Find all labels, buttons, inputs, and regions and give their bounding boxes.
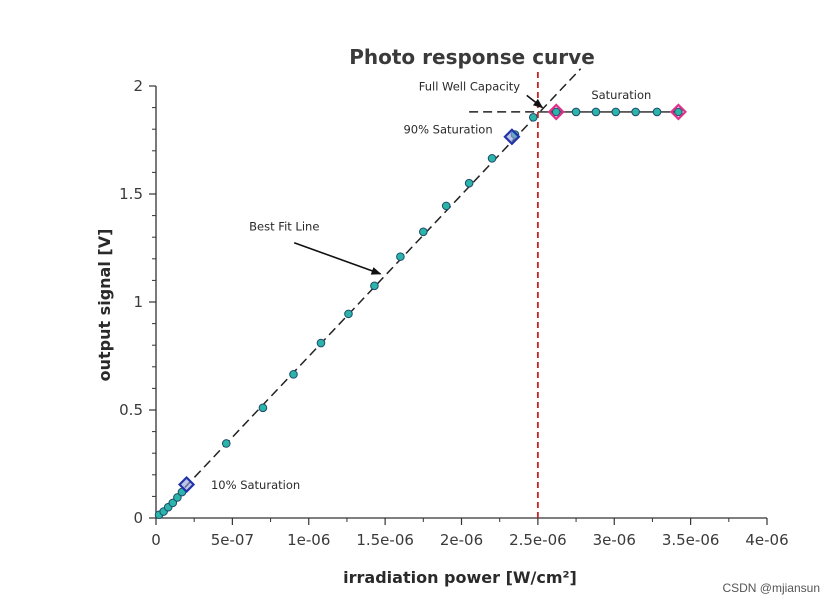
axes: 0 5e-07 1e-06 1.5e-06 2e-06 2.5e-06 3e-06 3.5e-… — [119, 77, 789, 549]
annotation-label: Best Fit Line — [249, 220, 319, 234]
data-point — [591, 107, 601, 117]
x-tick-label: 2e-06 — [440, 531, 483, 549]
data-point — [289, 370, 298, 379]
data-point — [611, 107, 621, 117]
x-tick-label: 4e-06 — [745, 531, 788, 549]
x-axis-label: irradiation power [W/cm²] — [343, 568, 577, 587]
data-point — [396, 252, 405, 261]
y-tick-label: 1 — [133, 293, 143, 311]
annotation-arrow — [526, 94, 544, 109]
x-tick-label: 5e-07 — [211, 531, 254, 549]
data-point — [551, 107, 561, 117]
x-tick-label: 0 — [151, 531, 161, 549]
data-point — [316, 338, 326, 348]
annotation-label: 10% Saturation — [211, 478, 300, 492]
data-point — [173, 493, 182, 502]
data-point — [571, 107, 581, 117]
diamond-marker — [177, 475, 196, 494]
data-points — [154, 107, 683, 520]
x-tick-label: 3.5e-06 — [662, 531, 720, 549]
annotations: Full Well Capacity Saturation 90% Saturati… — [211, 79, 651, 492]
special-markers — [177, 103, 687, 494]
data-point — [258, 403, 268, 413]
data-point — [168, 498, 178, 508]
data-point — [528, 113, 538, 122]
annotation-label: Full Well Capacity — [419, 79, 521, 93]
data-point — [441, 201, 451, 211]
data-point — [464, 178, 474, 188]
data-point — [631, 107, 640, 117]
data-point — [419, 227, 428, 237]
data-point — [221, 439, 231, 448]
diamond-marker — [547, 103, 565, 121]
annotation-label: 90% Saturation — [403, 123, 492, 137]
x-tick-label: 1e-06 — [287, 531, 330, 549]
watermark: CSDN @mjiansun — [722, 581, 820, 595]
y-tick-label: 1.5 — [119, 185, 143, 203]
x-tick-label: 2.5e-06 — [509, 531, 567, 549]
annotation-arrow — [293, 241, 382, 275]
data-point — [370, 281, 379, 291]
y-tick-label: 2 — [133, 77, 143, 95]
x-tick-label: 3e-06 — [593, 531, 636, 549]
data-point — [344, 309, 353, 319]
y-axis-label: output signal [V] — [95, 229, 114, 382]
diamond-marker — [669, 103, 687, 121]
data-point — [652, 107, 662, 117]
y-tick-label: 0 — [133, 509, 143, 527]
data-point — [674, 107, 683, 117]
y-tick-label: 0.5 — [119, 401, 143, 419]
annotation-label: Saturation — [591, 88, 651, 102]
chart-title: Photo response curve — [349, 45, 595, 69]
data-point — [487, 154, 497, 163]
diamond-marker — [503, 128, 521, 146]
x-tick-label: 1.5e-06 — [356, 531, 414, 549]
